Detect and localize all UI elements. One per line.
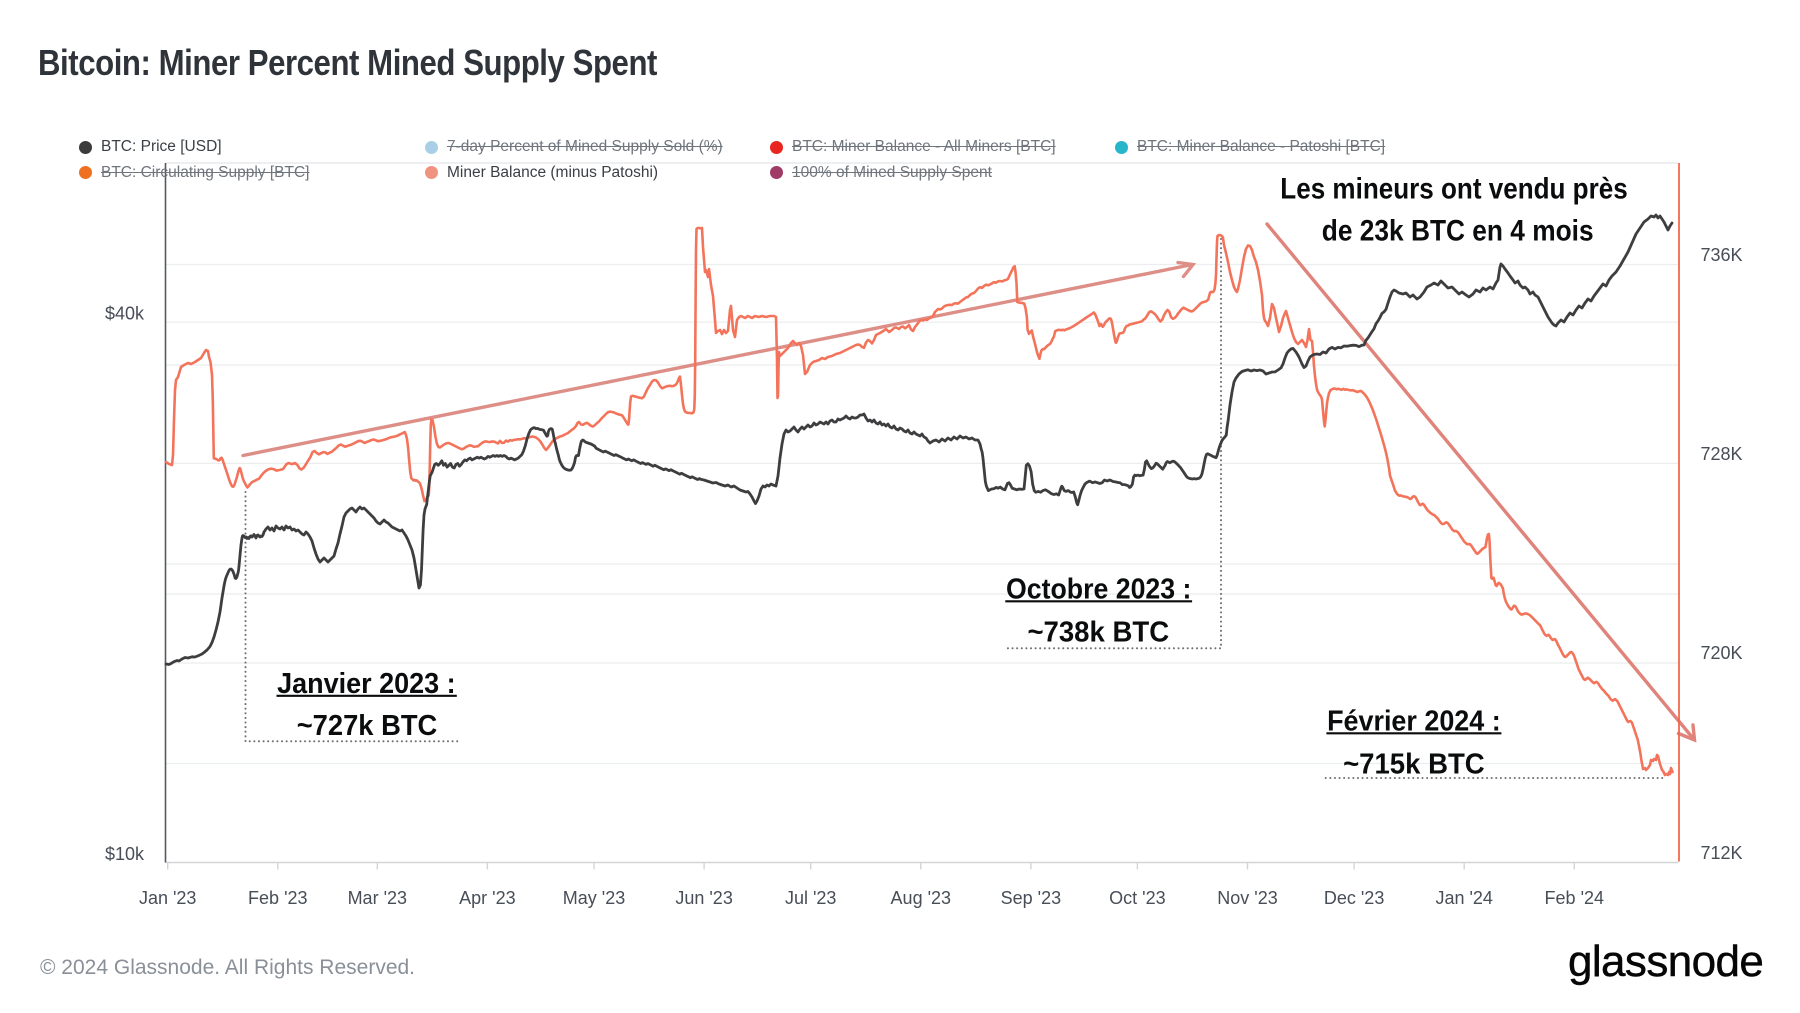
svg-text:736K: 736K [1701, 245, 1743, 265]
svg-text:Aug '23: Aug '23 [891, 888, 952, 908]
svg-text:Jan '23: Jan '23 [139, 888, 196, 908]
svg-text:Feb '24: Feb '24 [1545, 888, 1604, 908]
svg-text:720K: 720K [1701, 643, 1743, 663]
svg-text:Apr '23: Apr '23 [459, 888, 515, 908]
svg-text:712K: 712K [1701, 843, 1743, 863]
svg-text:728K: 728K [1701, 444, 1743, 464]
svg-text:~738k BTC: ~738k BTC [1027, 616, 1169, 648]
svg-text:Février 2024 :: Février 2024 : [1327, 705, 1501, 737]
svg-text:Nov '23: Nov '23 [1217, 888, 1277, 908]
svg-text:Sep '23: Sep '23 [1001, 888, 1062, 908]
svg-text:Feb '23: Feb '23 [248, 888, 307, 908]
svg-text:~715k BTC: ~715k BTC [1343, 748, 1485, 780]
svg-text:May '23: May '23 [563, 888, 625, 908]
svg-text:Dec '23: Dec '23 [1324, 888, 1384, 908]
svg-text:Janvier 2023 :: Janvier 2023 : [277, 668, 456, 700]
svg-text:Les mineurs ont vendu près: Les mineurs ont vendu près [1280, 173, 1627, 206]
svg-text:$40k: $40k [105, 304, 145, 324]
svg-text:~727k BTC: ~727k BTC [297, 710, 438, 742]
svg-text:Jun '23: Jun '23 [675, 888, 732, 908]
svg-text:$10k: $10k [105, 844, 145, 864]
svg-text:Mar '23: Mar '23 [348, 888, 407, 908]
svg-text:Octobre 2023 :: Octobre 2023 : [1006, 573, 1191, 605]
svg-text:Jul '23: Jul '23 [785, 888, 836, 908]
svg-text:Jan '24: Jan '24 [1435, 888, 1492, 908]
svg-text:Oct '23: Oct '23 [1109, 888, 1165, 908]
svg-text:de 23k BTC en 4 mois: de 23k BTC en 4 mois [1322, 215, 1594, 248]
